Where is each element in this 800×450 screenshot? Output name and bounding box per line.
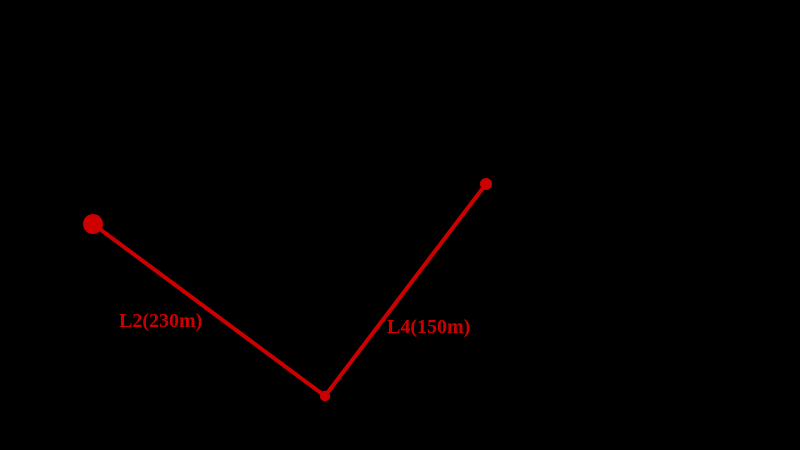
svg-text:L2(230m): L2(230m) (119, 310, 202, 332)
svg-text:L4(150m): L4(150m) (387, 316, 470, 338)
